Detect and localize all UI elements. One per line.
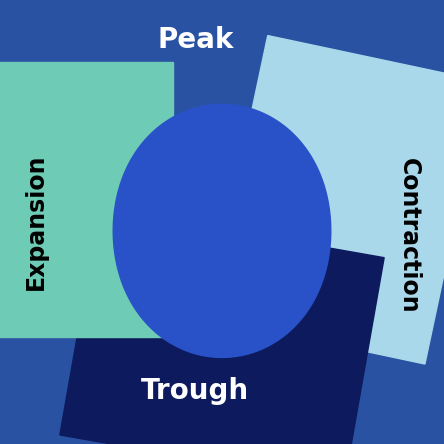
Polygon shape: [0, 62, 173, 337]
Text: Trough: Trough: [141, 377, 250, 405]
Text: Expansion: Expansion: [24, 154, 48, 290]
Polygon shape: [27, 0, 310, 283]
Polygon shape: [208, 36, 444, 364]
Text: Peak: Peak: [157, 26, 234, 54]
Text: Contraction: Contraction: [396, 158, 420, 313]
Polygon shape: [60, 208, 384, 444]
Polygon shape: [113, 104, 331, 357]
